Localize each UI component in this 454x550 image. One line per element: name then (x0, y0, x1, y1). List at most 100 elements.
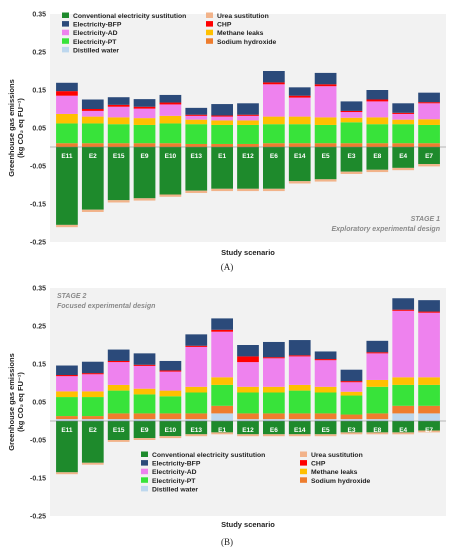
bar-segment (340, 421, 363, 433)
bar-segment (211, 318, 233, 330)
x-tick-label: E2 (89, 153, 97, 160)
bar-segment (366, 413, 389, 420)
bar-segment (340, 419, 363, 421)
bar-segment (185, 434, 208, 437)
bar-segment (81, 416, 104, 420)
bar-segment (107, 384, 130, 391)
bar-segment (314, 86, 337, 118)
bar-segment (107, 143, 130, 147)
y-tick-label: -0.05 (30, 438, 46, 445)
y-tick-label: 0.05 (32, 400, 46, 407)
bar-segment (133, 198, 156, 201)
bar-segment (418, 147, 440, 165)
legend-label: Electricity-AD (73, 30, 118, 37)
legend-swatch (62, 21, 69, 27)
x-tick-label: E3 (347, 427, 355, 434)
bar-segment (159, 143, 182, 147)
bar-segment (263, 392, 285, 414)
bar-segment (263, 413, 285, 420)
bar-segment (366, 99, 389, 102)
bar-segment (288, 87, 311, 96)
bar-segment (185, 413, 208, 420)
bar-segment (366, 419, 389, 421)
bar-segment (185, 143, 208, 147)
legend-swatch (62, 38, 69, 44)
bar-segment (185, 392, 208, 414)
bar-segment (211, 147, 233, 189)
y-axis-label: Greenhouse gas emissions(kg CO₂ eq FU⁻¹) (7, 79, 25, 177)
bar-segment (314, 117, 337, 125)
bar-segment (133, 353, 156, 365)
bar-segment (159, 370, 182, 372)
bar-segment (133, 438, 156, 440)
bar-segment (263, 341, 285, 358)
bar-segment (211, 188, 233, 192)
bar-segment (288, 390, 311, 414)
y-tick-label: 0.35 (32, 286, 46, 293)
y-tick-label: -0.25 (30, 514, 46, 521)
bar-segment (159, 194, 182, 197)
bar-segment (81, 462, 104, 465)
bar-segment (288, 340, 311, 356)
bar-segment (185, 421, 208, 435)
bar-segment (366, 124, 389, 144)
bar-segment (288, 116, 311, 125)
x-tick-label: E10 (165, 153, 177, 160)
panel-label-a: (A) (221, 262, 234, 272)
bar-segment (211, 143, 233, 147)
bar-segment (81, 373, 104, 375)
x-tick-label: E7 (425, 153, 433, 160)
bar-segment (366, 386, 389, 414)
legend-label: Distilled water (152, 486, 198, 493)
bar-segment (288, 95, 311, 98)
bar-segment (237, 345, 259, 357)
bar-segment (314, 72, 337, 85)
bar-segment (263, 84, 285, 117)
legend-swatch (300, 477, 307, 483)
bar-segment (56, 416, 78, 420)
x-tick-label: E10 (165, 427, 177, 434)
bar-segment (392, 421, 415, 433)
y-tick-label: -0.25 (30, 240, 46, 247)
x-tick-label: E8 (373, 153, 381, 160)
bar-segment (237, 188, 259, 192)
legend-swatch (300, 451, 307, 457)
legend-label: Sodium hydroxide (311, 478, 371, 485)
bar-segment (56, 82, 78, 92)
bar-segment (56, 224, 78, 228)
bar-segment (107, 200, 130, 203)
bar-segment (107, 106, 130, 118)
bar-segment (288, 143, 311, 147)
bar-segment (392, 309, 415, 311)
bar-segment (366, 340, 389, 353)
bar-segment (314, 392, 337, 414)
bar-segment (211, 377, 233, 385)
bar-segment (392, 113, 415, 120)
bar-segment (211, 405, 233, 414)
bar-segment (185, 345, 208, 347)
y-tick-label: 0.25 (32, 50, 46, 57)
bar-segment (314, 413, 337, 420)
legend-label: Distilled water (73, 47, 119, 54)
bar-segment (418, 413, 440, 421)
stage-annotation: Exploratory experimental design (331, 226, 440, 233)
bar-segment (418, 311, 440, 313)
bar-segment (107, 124, 130, 144)
bar-segment (418, 102, 440, 104)
bar-segment (314, 351, 337, 360)
bar-segment (263, 421, 285, 435)
bar-segment (81, 391, 104, 398)
bar-segment (237, 147, 259, 189)
bar-segment (314, 143, 337, 147)
bar-segment (185, 190, 208, 193)
legend-swatch (62, 46, 69, 53)
bar-segment (107, 390, 130, 414)
x-tick-label: E15 (113, 427, 125, 434)
bar-segment (159, 413, 182, 420)
bar-segment (133, 106, 156, 109)
bar-segment (314, 147, 337, 180)
legend-label: Electricity-PT (73, 39, 117, 46)
bar-segment (159, 419, 182, 421)
y-axis-label: Greenhouse gas emissions(kg CO₂ eq FU⁻¹) (7, 353, 25, 451)
bar-segment (392, 310, 415, 378)
